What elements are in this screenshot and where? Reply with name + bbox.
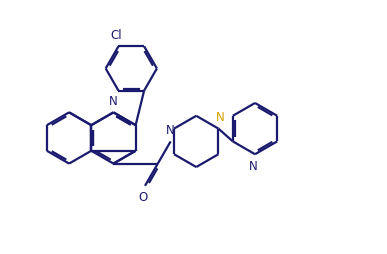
Text: N: N [249, 160, 258, 173]
Text: N: N [109, 95, 118, 108]
Text: O: O [139, 191, 148, 204]
Text: N: N [166, 124, 175, 137]
Text: Cl: Cl [111, 29, 122, 42]
Text: N: N [216, 111, 224, 124]
